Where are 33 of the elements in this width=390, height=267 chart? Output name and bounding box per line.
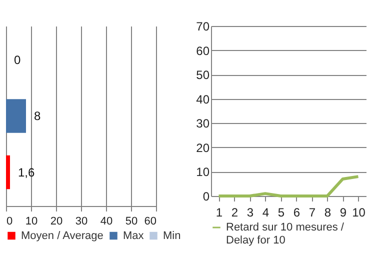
x-tick-label: 2 [231,206,238,220]
x-tick-label: 20 [50,216,63,228]
x-tick-label: 9 [340,206,347,220]
y-tick-label: 0 [202,190,210,204]
x-tick-label: 10 [352,206,366,220]
y-tick-label: 40 [196,92,210,106]
data-label: 1,6 [18,165,36,180]
x-tick-label: 0 [6,216,13,228]
legend-label: Max [123,230,144,242]
legend-label: Moyen / Average [21,230,104,242]
x-tick-label: 40 [100,216,113,228]
x-tick-label: 1 [216,206,223,220]
y-tick-label: 70 [196,20,210,34]
x-tick-label: 6 [293,206,300,220]
y-tick-label: 20 [196,140,210,155]
x-tick-label: 50 [125,216,138,228]
data-label: 0 [14,52,21,67]
legend-label: Min [163,230,181,242]
x-tick-label: 3 [246,206,254,220]
line-series [217,175,360,198]
x-tick-label: 7 [308,206,316,220]
y-tick-label: 10 [196,165,210,180]
y-tick-label: 50 [196,68,210,82]
y-tick-label: 60 [196,44,210,58]
x-tick-label: 5 [278,206,285,220]
x-tick-label: 8 [324,206,332,220]
x-tick-label: 4 [262,206,270,220]
x-tick-label: 10 [25,216,38,228]
x-tick-label: 60 [144,216,156,228]
y-tick-label: 30 [196,116,210,131]
x-tick-label: 30 [75,216,88,228]
legend-label: Retard sur 10 mesures / Delay for 10 [226,222,345,246]
data-label: 8 [34,109,41,123]
